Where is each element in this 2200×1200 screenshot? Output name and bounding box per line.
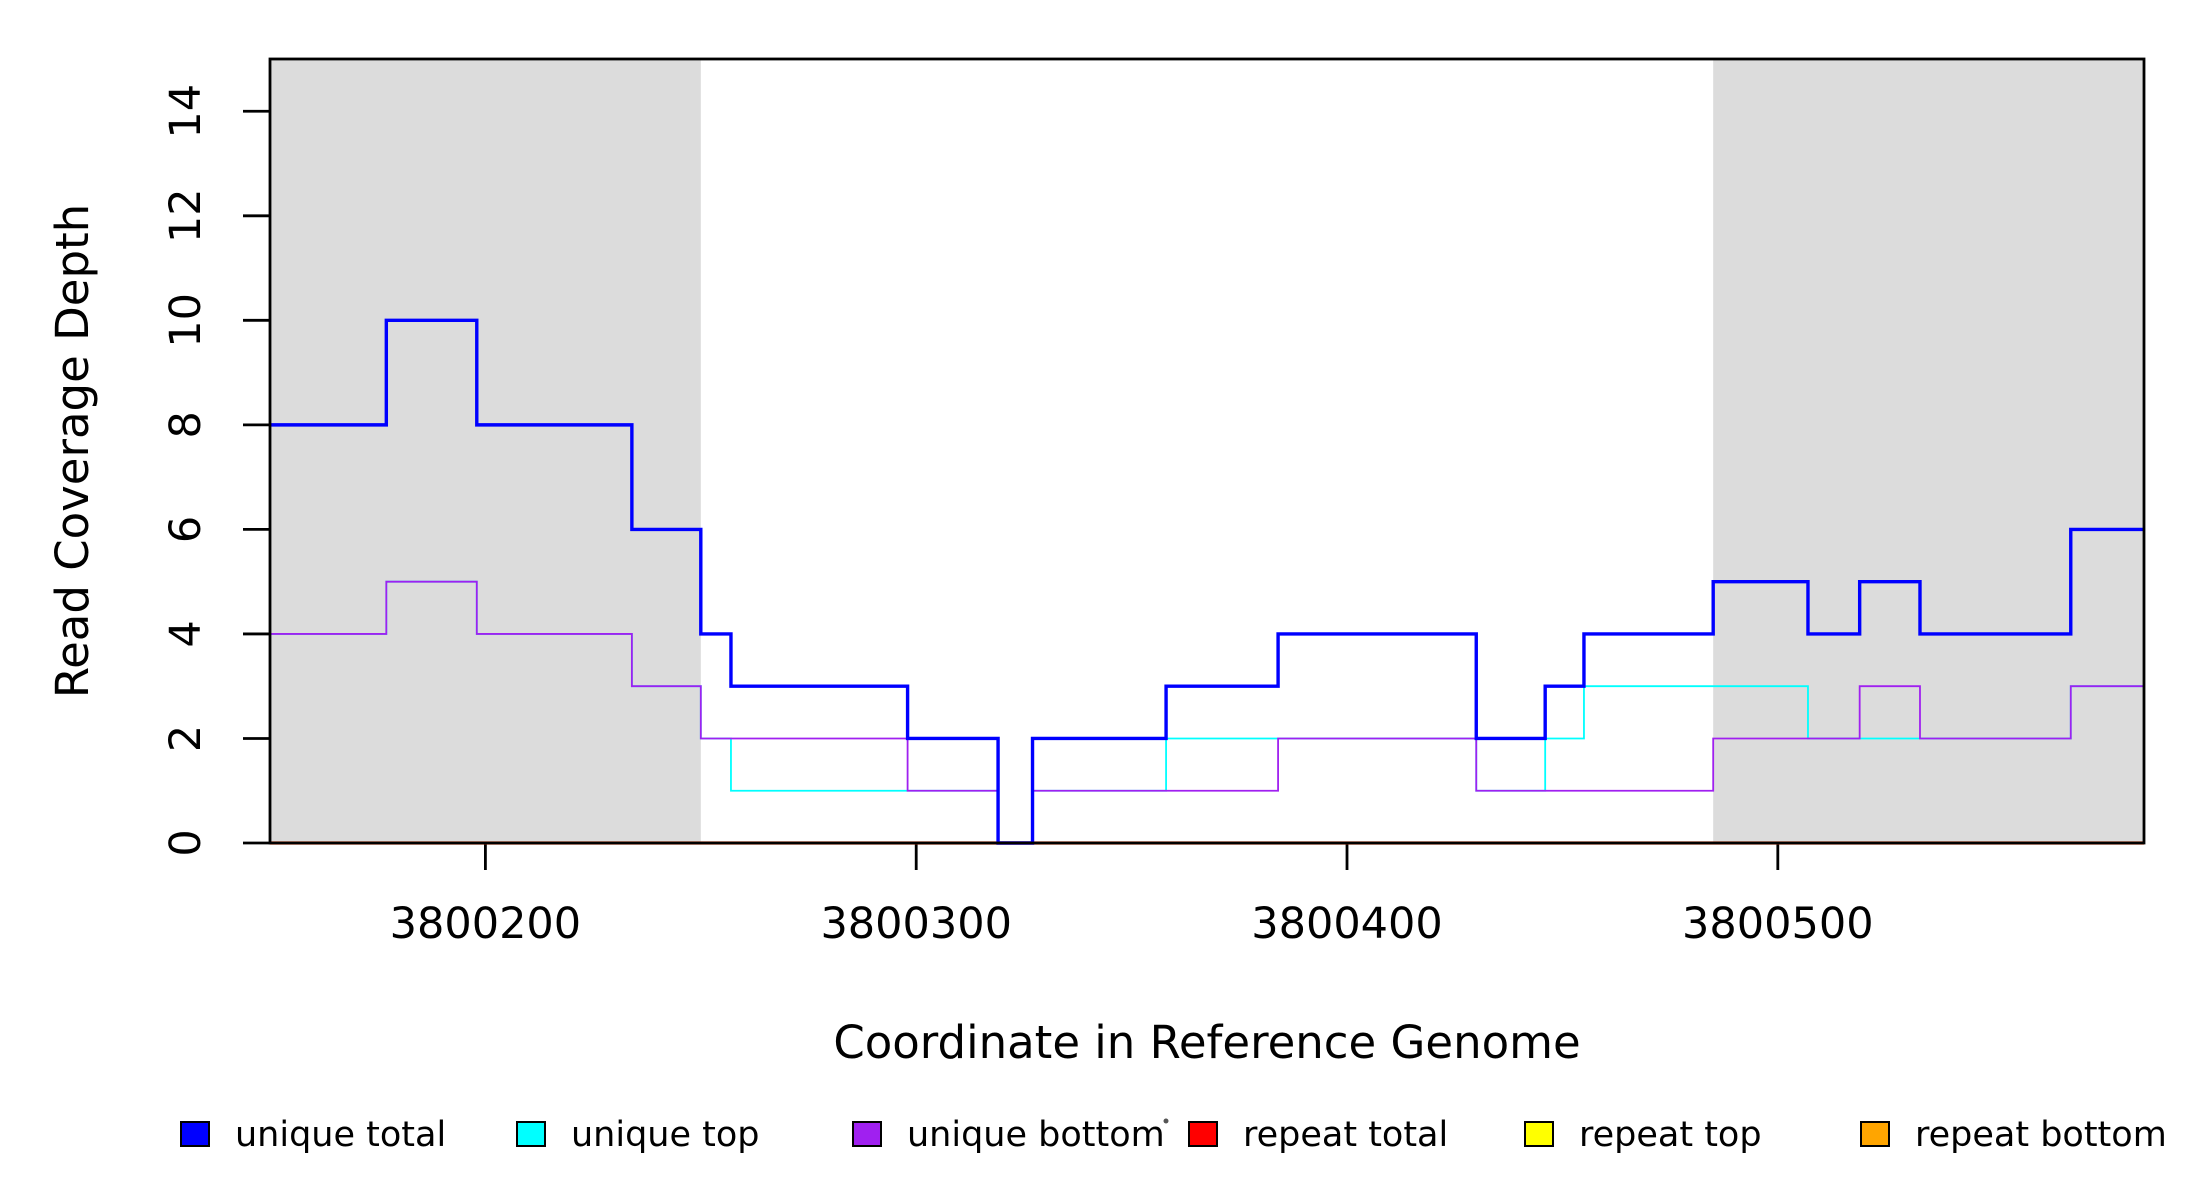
legend: unique total unique top unique bottom repea… [180, 1115, 2167, 1155]
plot-border-box [268, 57, 2146, 845]
x-tick-label: 3800400 [1251, 899, 1443, 949]
legend-label: unique top [571, 1115, 760, 1155]
legend-label: repeat bottom [1915, 1115, 2167, 1155]
series-line-unique-total [270, 318, 2144, 845]
y-tick-label: 2 [161, 725, 211, 752]
y-tick-label: 0 [161, 829, 211, 856]
y-tick-label: 10 [161, 293, 211, 348]
legend-swatch-repeat-bottom [1860, 1121, 1890, 1147]
legend-item: repeat bottom [1860, 1115, 2167, 1155]
legend-item: unique total [180, 1115, 446, 1155]
legend-label: repeat top [1579, 1115, 1762, 1155]
legend-swatch-unique-total [180, 1121, 210, 1147]
x-axis: 3800200 3800300 3800400 3800500 [390, 843, 1874, 949]
legend-swatch-unique-top [516, 1121, 546, 1147]
y-tick-label: 4 [161, 620, 211, 647]
y-tick-label: 14 [161, 84, 211, 139]
shaded-region [1713, 59, 2144, 843]
y-axis: 0 2 4 6 8 10 12 14 [161, 84, 270, 857]
x-axis-title: Coordinate in Reference Genome [833, 1016, 1580, 1069]
shaded-region [270, 59, 701, 843]
legend-item: repeat total [1188, 1115, 1448, 1155]
legend-item: repeat top [1524, 1115, 1762, 1155]
shaded-flank-regions [270, 59, 2144, 843]
legend-swatch-repeat-total [1188, 1121, 1218, 1147]
legend-item: unique top [516, 1115, 760, 1155]
legend-swatch-unique-bottom [852, 1121, 882, 1147]
x-tick-label: 3800200 [390, 899, 582, 949]
y-axis-title: Read Coverage Depth [46, 204, 99, 698]
stray-dot [1163, 1118, 1169, 1124]
x-tick-label: 3800300 [820, 899, 1012, 949]
y-tick-label: 8 [161, 411, 211, 438]
legend-swatch-repeat-top [1524, 1121, 1554, 1147]
y-tick-label: 6 [161, 516, 211, 543]
y-tick-label: 12 [161, 188, 211, 243]
legend-label: unique bottom [907, 1115, 1165, 1155]
legend-item: unique bottom [852, 1115, 1165, 1155]
legend-label: unique total [235, 1115, 446, 1155]
legend-label: repeat total [1243, 1115, 1448, 1155]
x-tick-label: 3800500 [1682, 899, 1874, 949]
